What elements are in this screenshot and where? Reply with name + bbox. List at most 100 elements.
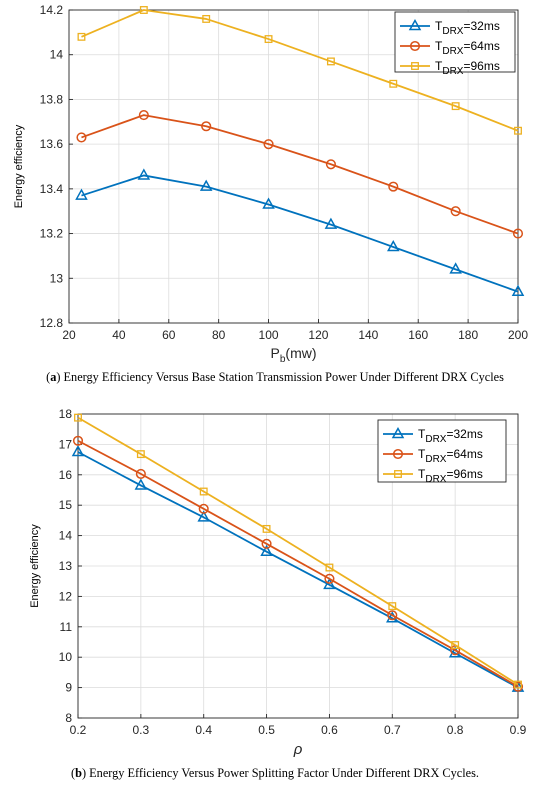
legend-marker-a-2 xyxy=(411,62,419,70)
point-b-0-4 xyxy=(323,577,336,590)
legend-label-b-0: TDRX=32ms xyxy=(418,427,483,445)
ytick-label-b-14: 14 xyxy=(59,529,73,543)
xtick-label-b-0-7: 0.7 xyxy=(384,723,401,737)
legend-marker-b-2 xyxy=(394,470,402,478)
ytick-label-a-13-2: 13.2 xyxy=(40,227,64,241)
point-a-1-4 xyxy=(325,159,336,170)
point-b-2-6 xyxy=(451,641,460,649)
point-a-1-1 xyxy=(138,110,149,121)
ytick-label-a-12-8: 12.8 xyxy=(40,316,64,330)
xtick-label-a-140: 140 xyxy=(358,328,378,342)
point-b-1-2 xyxy=(198,503,209,514)
ylabel-b: Energy efficiency xyxy=(29,524,41,608)
point-b-2-4 xyxy=(325,563,334,572)
point-a-2-3 xyxy=(264,35,273,44)
legend-marker-b-1 xyxy=(392,448,404,460)
xtick-label-b-0-4: 0.4 xyxy=(195,723,212,737)
axes-box-a xyxy=(68,9,519,324)
point-a-2-1 xyxy=(139,6,148,14)
series-b-2 xyxy=(74,413,522,689)
xtick-label-a-180: 180 xyxy=(458,328,478,342)
point-b-1-3 xyxy=(261,538,272,549)
legend-entry-a-1: TDRX=64ms xyxy=(400,39,500,57)
series-a-1 xyxy=(76,110,524,239)
point-a-0-7 xyxy=(511,284,525,296)
xtick-label-b-0-8: 0.8 xyxy=(447,723,464,737)
legend-label-a-1: TDRX=64ms xyxy=(435,39,500,57)
series-line-a-0 xyxy=(81,174,519,293)
xtick-label-a-100: 100 xyxy=(259,328,279,342)
point-a-1-3 xyxy=(263,139,274,150)
ytick-label-a-13: 13 xyxy=(50,271,64,285)
point-b-2-3 xyxy=(262,524,271,533)
series-line-b-2 xyxy=(77,416,519,686)
ytick-label-b-11: 11 xyxy=(60,620,73,634)
series-line-b-1 xyxy=(77,439,519,688)
point-b-1-0 xyxy=(72,435,84,446)
point-b-2-0 xyxy=(74,413,82,422)
legend-entry-b-1: TDRX=64ms xyxy=(383,447,483,465)
ytick-label-a-13-4: 13.4 xyxy=(40,182,64,196)
ytick-label-b-10: 10 xyxy=(59,650,73,664)
ticks-b: 0.2 0.3 0.4 0.5 0.6 0.7 0.8 0.9 8 9 10 11 12 13 14 15 16… xyxy=(59,407,527,737)
xtick-label-b-0-6: 0.6 xyxy=(321,723,338,737)
xtick-label-b-0-3: 0.3 xyxy=(133,723,150,737)
point-a-1-0 xyxy=(76,132,87,143)
caption-a-text: Energy Efficiency Versus Base Station Tr… xyxy=(63,370,504,384)
series-b-0 xyxy=(71,444,525,692)
ytick-label-a-13-6: 13.6 xyxy=(40,137,64,151)
xtick-label-b-0-9: 0.9 xyxy=(510,723,527,737)
legend-b: TDRX=32ms TDRX=64ms TDRX=96ms xyxy=(377,419,507,485)
xlabel-b: ρ xyxy=(293,741,303,758)
ticks-a: 20 40 60 80 100 120 140 160 180 200 12.8 13 13.2 13.4… xyxy=(40,3,529,342)
legend-label-b-2: TDRX=96ms xyxy=(418,467,483,485)
point-a-2-5 xyxy=(389,79,398,88)
series-a-0 xyxy=(75,168,525,296)
point-a-2-6 xyxy=(451,102,460,111)
point-b-0-1 xyxy=(134,478,148,490)
ytick-label-b-18: 18 xyxy=(59,407,73,421)
xtick-label-a-120: 120 xyxy=(308,328,328,342)
point-b-0-3 xyxy=(260,544,273,556)
ytick-label-b-16: 16 xyxy=(59,468,73,482)
caption-a: (a) Energy Efficiency Versus Base Statio… xyxy=(46,370,504,384)
legend-marker-b-0 xyxy=(391,426,405,439)
legend-a: TDRX=32ms TDRX=64ms TDRX=96ms xyxy=(394,11,516,77)
point-a-1-7 xyxy=(512,228,524,239)
chart-panel-a: 20 40 60 80 100 120 140 160 180 200 12.8 13 13.2 13.4… xyxy=(0,0,550,392)
point-a-0-3 xyxy=(262,197,275,209)
xtick-label-b-0-5: 0.5 xyxy=(258,723,275,737)
point-a-0-0 xyxy=(75,188,88,200)
ytick-label-a-14: 14 xyxy=(50,48,64,62)
ytick-label-b-17: 17 xyxy=(59,437,73,451)
ytick-label-b-13: 13 xyxy=(59,559,73,573)
xtick-label-a-160: 160 xyxy=(408,328,428,342)
legend-marker-a-0 xyxy=(408,18,422,31)
xlabel-a: Pb(mw) xyxy=(270,345,316,365)
point-b-1-5 xyxy=(387,610,398,621)
point-a-0-2 xyxy=(199,179,213,191)
chart-panel-b: 0.2 0.3 0.4 0.5 0.6 0.7 0.8 0.9 8 9 10 11 12 13 14 15 16… xyxy=(0,392,550,785)
point-b-2-2 xyxy=(199,487,208,496)
point-b-1-4 xyxy=(324,573,335,584)
xtick-label-a-60: 60 xyxy=(162,328,176,342)
legend-entry-a-0: TDRX=32ms xyxy=(400,18,500,37)
ytick-label-a-13-8: 13.8 xyxy=(40,92,64,106)
xtick-label-b-0-2: 0.2 xyxy=(70,723,87,737)
point-a-0-5 xyxy=(387,239,400,252)
legend-entry-b-2: TDRX=96ms xyxy=(383,467,483,485)
point-b-1-7 xyxy=(512,681,524,692)
xtick-label-a-200: 200 xyxy=(508,328,528,342)
legend-entry-a-2: TDRX=96ms xyxy=(400,59,500,77)
point-a-2-0 xyxy=(77,32,86,41)
ytick-label-b-8: 8 xyxy=(65,711,72,725)
xtick-label-a-40: 40 xyxy=(112,328,126,342)
ytick-label-a-14-2: 14.2 xyxy=(40,3,64,17)
point-b-2-7 xyxy=(514,680,522,689)
xtick-label-a-20: 20 xyxy=(62,328,76,342)
ytick-label-b-9: 9 xyxy=(65,681,72,695)
series-line-b-0 xyxy=(77,451,519,689)
caption-b-label: b xyxy=(75,766,82,780)
xtick-label-a-80: 80 xyxy=(212,328,226,342)
series-line-a-2 xyxy=(81,9,519,132)
